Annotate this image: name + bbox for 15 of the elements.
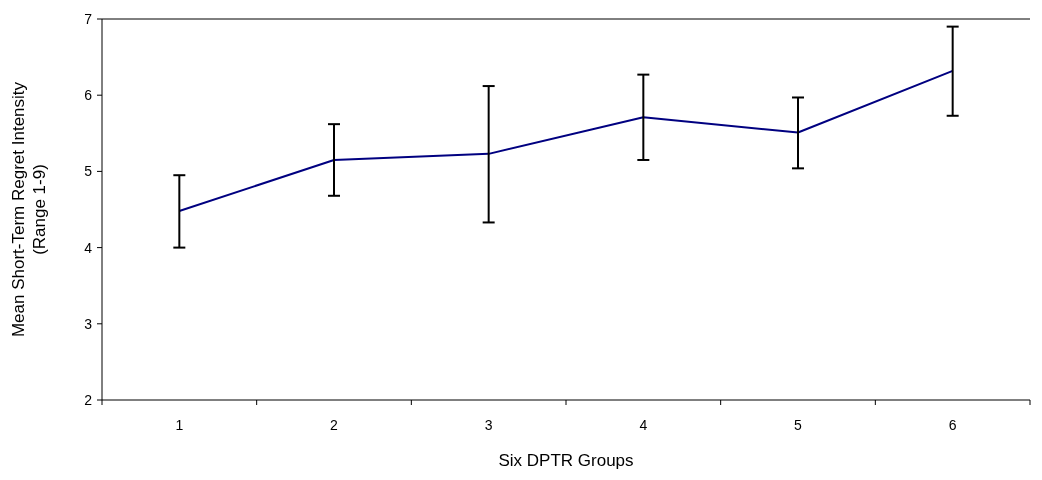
y-tick-label: 2 xyxy=(84,391,93,408)
x-tick-label: 3 xyxy=(484,417,493,433)
x-axis-title: Six DPTR Groups xyxy=(498,451,634,470)
x-tick-label: 4 xyxy=(639,417,648,433)
y-tick-label: 3 xyxy=(84,315,93,332)
x-tick-label: 5 xyxy=(794,417,803,433)
line-series xyxy=(178,69,954,213)
y-tick-label: 7 xyxy=(84,10,93,27)
y-tick-label: 5 xyxy=(84,163,93,180)
x-tick-label: 2 xyxy=(330,417,339,433)
y-axis-title: Mean Short-Term Regret Intensity (Range 1-9) xyxy=(9,81,50,338)
x-tick-label: 6 xyxy=(948,417,957,433)
x-tick-label: 1 xyxy=(175,417,184,433)
y-tick-label: 4 xyxy=(84,239,93,256)
y-tick-label: 6 xyxy=(84,87,93,104)
